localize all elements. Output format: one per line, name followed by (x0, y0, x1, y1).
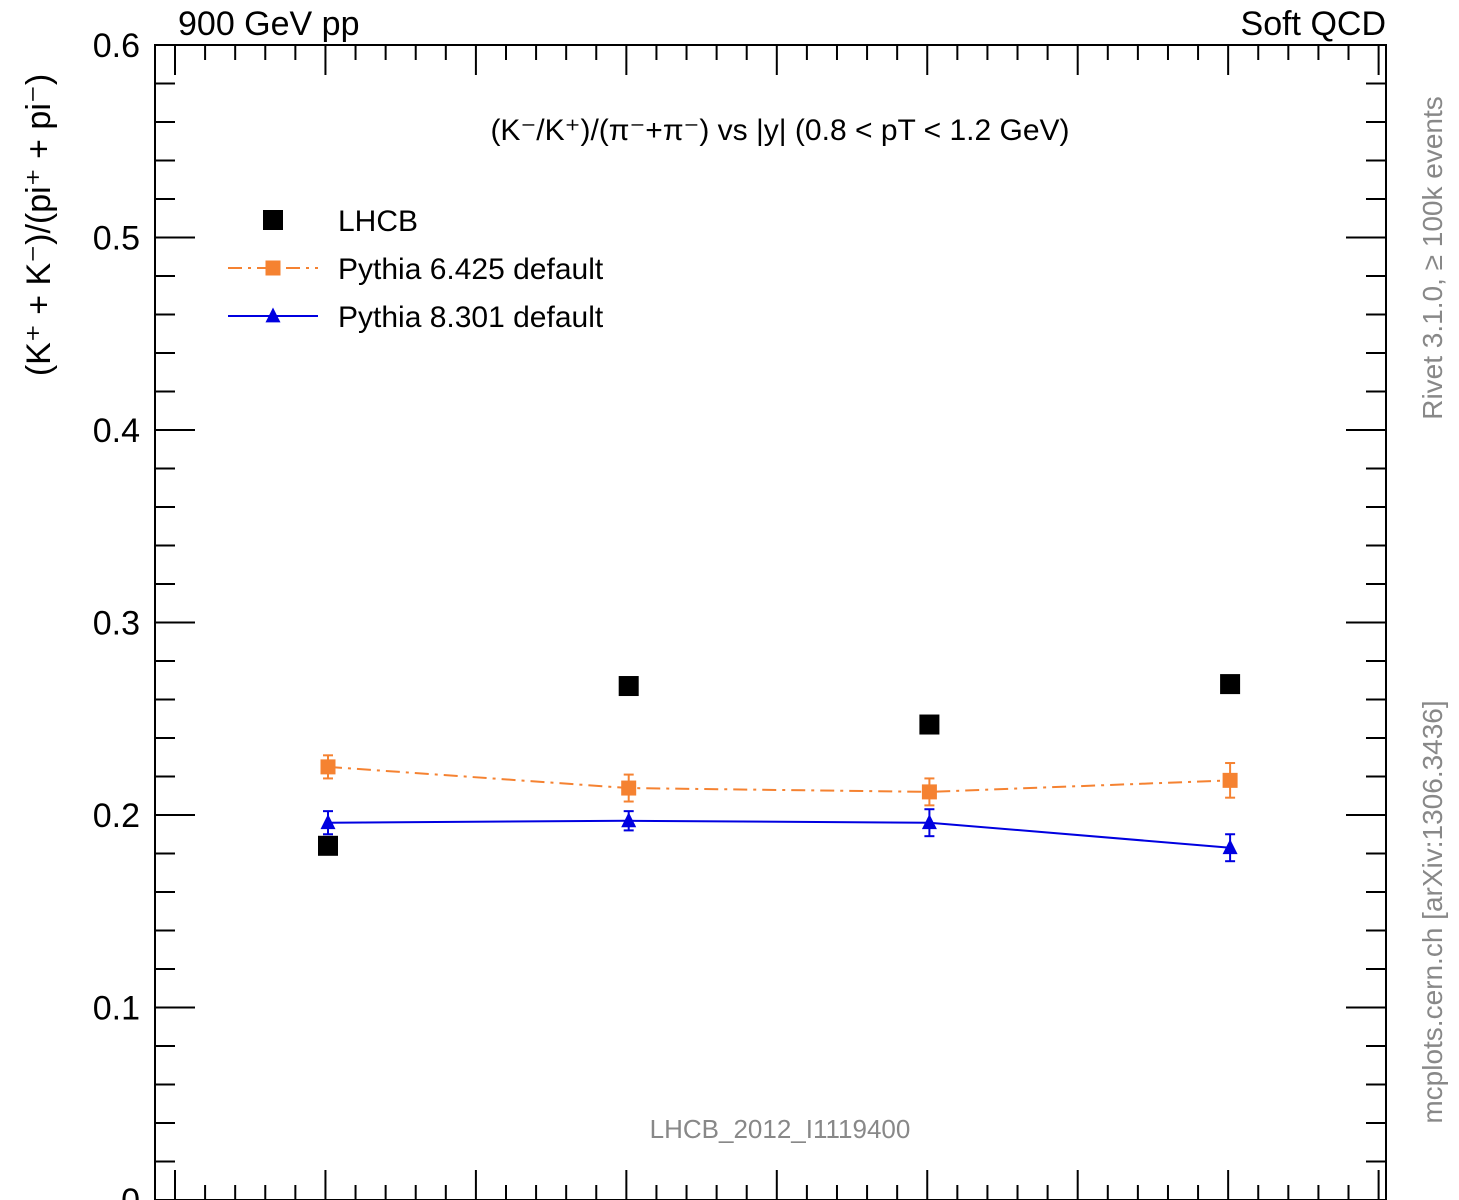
data-point (921, 814, 937, 830)
x-axis-ticks (174, 45, 1380, 1200)
legend-label: Pythia 8.301 default (338, 301, 604, 334)
data-point (265, 260, 281, 276)
y-tick-label: 0 (121, 1182, 140, 1200)
source-label: mcplots.cern.ch [arXiv:1306.3436] (1417, 700, 1448, 1123)
series-pythia-6-425-default (320, 754, 1238, 807)
series-layer (318, 674, 1241, 863)
data-point (1222, 772, 1238, 788)
data-point (919, 714, 940, 735)
data-point (618, 676, 639, 697)
data-point (318, 835, 338, 856)
data-point (320, 814, 336, 830)
y-axis-label: (K⁺ + K⁻)/(pi⁺ + pi⁻) (20, 74, 58, 376)
legend-entry: Pythia 8.301 default (228, 301, 604, 334)
analysis-watermark: LHCB_2012_I1119400 (650, 1114, 911, 1144)
legend-label: LHCB (338, 205, 418, 238)
legend: LHCB Pythia 6.425 default Pythia 8.301 def… (228, 205, 604, 334)
data-point (320, 759, 336, 775)
y-tick-label: 0.5 (93, 220, 140, 258)
data-point (1222, 839, 1238, 855)
legend-entry: LHCB (263, 205, 418, 238)
data-point (265, 307, 281, 323)
chart-title: (K⁻/K⁺)/(π⁻+π⁻) vs |y| (0.8 < pT < 1.2 G… (490, 114, 1069, 147)
legend-entry: Pythia 6.425 default (228, 253, 604, 286)
data-point (621, 812, 637, 828)
data-point (621, 780, 637, 796)
header-energy: 900 GeV pp (178, 5, 359, 43)
y-tick-label: 0.4 (93, 412, 140, 450)
rivet-version-label: Rivet 3.1.0, ≥ 100k events (1417, 96, 1448, 420)
series-pythia-8-301-default (320, 808, 1238, 863)
series-line (327, 819, 1231, 849)
header-category: Soft QCD (1241, 5, 1386, 43)
y-tick-label: 0.6 (93, 27, 140, 65)
legend-label: Pythia 6.425 default (338, 253, 604, 286)
y-tick-label: 0.2 (93, 797, 140, 835)
series-line (327, 765, 1231, 793)
y-tick-label: 0.1 (93, 990, 140, 1028)
y-tick-label: 0.3 (93, 605, 140, 643)
y-axis-tick-labels: 0 0.1 0.2 0.3 0.4 0.5 0.6 (93, 27, 140, 1200)
data-point (1220, 674, 1241, 695)
data-point (921, 784, 937, 800)
series-lhcb (318, 674, 1241, 856)
data-point (263, 210, 283, 230)
